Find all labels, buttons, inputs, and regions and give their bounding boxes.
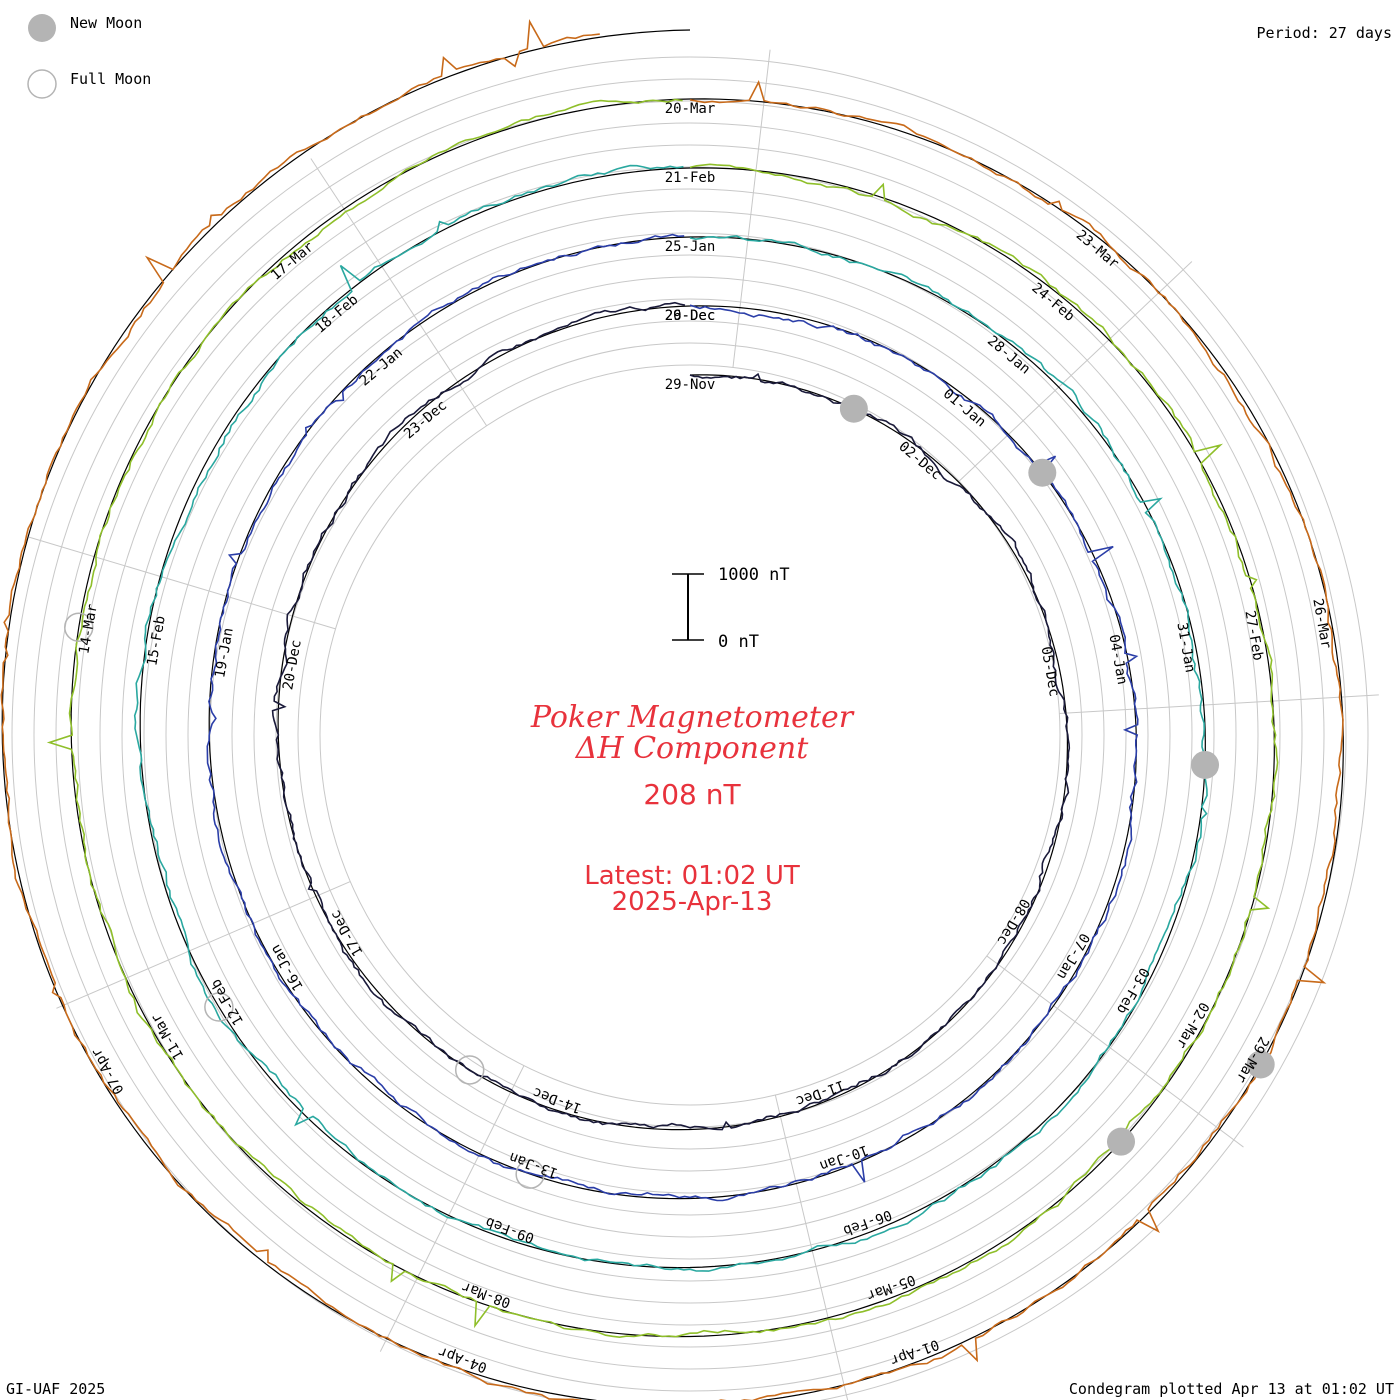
- date-tick-label: 25-Jan: [665, 239, 716, 255]
- date-tick-label: 22-Jan: [357, 345, 406, 390]
- scale-bar-top-label: 1000 nT: [718, 565, 790, 585]
- grid-ring: [143, 188, 1237, 1282]
- grid-ring: [275, 320, 1105, 1150]
- date-tick-label: 19-Jan: [212, 627, 237, 680]
- new-moon-marker: [1246, 1050, 1275, 1079]
- date-tick-label: 21-Feb: [665, 170, 716, 186]
- grid-ring: [33, 78, 1347, 1392]
- scale-bar-bottom-label: 0 nT: [718, 632, 759, 652]
- grid-ring: [55, 100, 1325, 1370]
- date-tick-label: 05-Dec: [1038, 645, 1063, 698]
- full-moon-marker: [515, 1159, 545, 1189]
- series-trace: [46, 98, 1279, 1339]
- new-moon-marker: [1028, 458, 1057, 487]
- series-trace: [133, 164, 1208, 1272]
- grid-ring: [165, 210, 1215, 1260]
- grid-spoke: [732, 49, 771, 368]
- new-moon-marker: [1191, 750, 1220, 779]
- full-moon-marker: [64, 612, 94, 642]
- full-moon-marker: [454, 1055, 485, 1085]
- full-moon-marker: [204, 992, 234, 1022]
- date-tick-label: 29-Nov: [665, 377, 716, 393]
- grid-ring: [253, 298, 1127, 1172]
- full-moon-icon: [27, 69, 57, 99]
- date-tick-label: 09-Feb: [483, 1213, 536, 1245]
- grid-ring: [187, 232, 1193, 1238]
- date-tick-label: 29-Dec: [665, 308, 716, 324]
- date-tick-label: 18-Feb: [312, 292, 361, 337]
- new-moon-marker: [1107, 1127, 1136, 1156]
- new-moon-marker: [839, 394, 868, 423]
- grid-spoke: [28, 536, 336, 630]
- date-tick-label: 01-Jan: [940, 386, 989, 431]
- grid-spoke: [774, 1094, 849, 1400]
- grid-spoke: [56, 881, 351, 1009]
- new-moon-icon: [28, 14, 56, 42]
- date-tick-label: 07-Jan: [1053, 930, 1092, 982]
- chart-title: Poker Magnetometer: [530, 700, 855, 735]
- chart-subtitle: ΔH Component: [575, 731, 809, 766]
- grid-spoke: [986, 955, 1244, 1148]
- baseline-spiral: [1, 29, 1344, 1400]
- date-tick-label: 27-Feb: [1241, 609, 1266, 662]
- grid-spoke: [310, 158, 488, 427]
- date-tick-label: 20-Mar: [665, 101, 716, 117]
- legend-full-moon-label: Full Moon: [70, 70, 151, 88]
- current-value: 208 nT: [643, 778, 741, 811]
- grid-ring: [99, 144, 1281, 1326]
- grid-spoke: [958, 261, 1193, 482]
- grid-ring: [11, 56, 1369, 1400]
- date-tick-label: 17-Mar: [268, 239, 317, 284]
- date-tick-label: 05-Mar: [864, 1271, 917, 1303]
- latest-date: 2025-Apr-13: [612, 887, 773, 917]
- period-label: Period: 27 days: [1257, 24, 1392, 42]
- date-tick-label: 26-Dec: [665, 308, 716, 324]
- latest-time: Latest: 01:02 UT: [584, 861, 800, 891]
- magnetometer-traces: [0, 19, 1344, 1400]
- moon-markers: [64, 394, 1275, 1189]
- footer-credit: GI-UAF 2025: [6, 1380, 105, 1398]
- grid-ring: [231, 276, 1149, 1194]
- grid-ring: [319, 364, 1061, 1106]
- grid-spokes: [28, 49, 1379, 1400]
- series-trace: [271, 301, 1071, 1131]
- date-tick-label: 13-Jan: [507, 1149, 560, 1181]
- date-tick-label: 15-Feb: [144, 615, 169, 668]
- baseline-spiral-path: [1, 29, 1344, 1400]
- grid-ring: [77, 122, 1303, 1348]
- footer-plotted: Condegram plotted Apr 13 at 01:02 UT: [1069, 1380, 1394, 1398]
- date-tick-label: 14-Mar: [76, 603, 101, 656]
- date-tick-label: 04-Jan: [1105, 633, 1130, 686]
- series-trace: [206, 233, 1139, 1202]
- date-tick-label: 31-Jan: [1173, 621, 1198, 674]
- grid-spoke: [379, 1065, 525, 1352]
- grid-spoke: [1059, 694, 1379, 714]
- legend-new-moon-label: New Moon: [70, 14, 142, 32]
- series-trace: [0, 19, 1344, 1400]
- date-tick-label: 26-Mar: [1309, 597, 1334, 650]
